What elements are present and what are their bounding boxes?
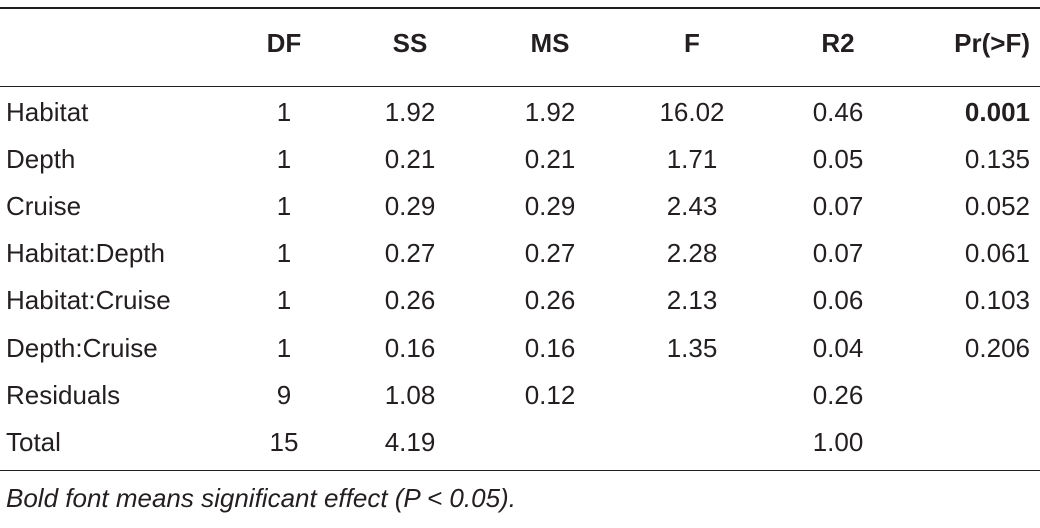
cell-df: 15	[269, 427, 299, 457]
cell-r2: 0.46	[812, 97, 864, 127]
table-row: Depth:Cruise 1 0.16 0.16 1.35 0.04 0.206	[0, 325, 1040, 372]
cell-ss: 4.19	[384, 427, 436, 457]
cell-pr-f	[900, 419, 1030, 466]
cell-df: 1	[276, 333, 292, 363]
row-label: Habitat:Depth	[6, 238, 165, 268]
cell-r2: 0.06	[812, 285, 864, 315]
cell-ss: 0.26	[384, 285, 436, 315]
cell-f: 2.28	[666, 238, 718, 268]
row-label: Residuals	[6, 380, 121, 410]
table-row: Residuals 9 1.08 0.12 0.26	[0, 372, 1040, 419]
header-df: DF	[266, 28, 302, 58]
row-label: Depth	[6, 144, 76, 174]
cell-df: 1	[276, 285, 292, 315]
table-header-row: DF SS MS F R2 Pr(>F)	[0, 20, 1040, 67]
row-label: Habitat	[6, 97, 89, 127]
table-row: Habitat 1 1.92 1.92 16.02 0.46 0.001	[0, 89, 1040, 136]
cell-pr-f	[900, 372, 1030, 419]
row-label: Cruise	[6, 191, 82, 221]
bottom-rule	[0, 470, 1040, 471]
cell-r2: 1.00	[812, 427, 864, 457]
cell-ms: 0.27	[524, 238, 576, 268]
row-label: Total	[6, 427, 61, 457]
header-pr-f: Pr(>F)	[954, 28, 1030, 58]
cell-f: 2.43	[666, 191, 718, 221]
cell-r2: 0.26	[812, 380, 864, 410]
table-row: Total 15 4.19 1.00	[0, 419, 1040, 466]
cell-ms: 0.12	[524, 380, 576, 410]
table-row: Depth 1 0.21 0.21 1.71 0.05 0.135	[0, 136, 1040, 183]
cell-f: 1.71	[666, 144, 718, 174]
cell-ss: 0.27	[384, 238, 436, 268]
cell-df: 1	[276, 144, 292, 174]
cell-pr-f: 0.052	[964, 191, 1030, 221]
cell-r2: 0.04	[812, 333, 864, 363]
table-row: Habitat:Cruise 1 0.26 0.26 2.13 0.06 0.1…	[0, 277, 1040, 324]
cell-df: 9	[276, 380, 292, 410]
header-r2: R2	[821, 28, 855, 58]
cell-r2: 0.07	[812, 238, 864, 268]
table-row: Habitat:Depth 1 0.27 0.27 2.28 0.07 0.06…	[0, 230, 1040, 277]
cell-pr-f: 0.135	[964, 144, 1030, 174]
header-ss: SS	[392, 28, 428, 58]
cell-ss: 1.08	[384, 380, 436, 410]
cell-df: 1	[276, 97, 292, 127]
cell-r2: 0.07	[812, 191, 864, 221]
header-ms: MS	[530, 28, 570, 58]
cell-ss: 1.92	[384, 97, 436, 127]
cell-f	[652, 419, 732, 466]
cell-df: 1	[276, 191, 292, 221]
top-rule	[0, 7, 1040, 9]
cell-r2: 0.05	[812, 144, 864, 174]
cell-ss: 0.21	[384, 144, 436, 174]
header-f: F	[684, 28, 700, 58]
cell-ms: 0.16	[524, 333, 576, 363]
cell-f: 2.13	[666, 285, 718, 315]
cell-ms: 0.29	[524, 191, 576, 221]
cell-f: 1.35	[666, 333, 718, 363]
cell-pr-f: 0.061	[964, 238, 1030, 268]
cell-f: 16.02	[659, 97, 725, 127]
cell-df: 1	[276, 238, 292, 268]
cell-f	[652, 372, 732, 419]
cell-ms: 1.92	[524, 97, 576, 127]
cell-pr-f: 0.206	[964, 333, 1030, 363]
cell-ms: 0.26	[524, 285, 576, 315]
cell-ms: 0.21	[524, 144, 576, 174]
cell-pr-f-significant: 0.001	[964, 97, 1030, 127]
table-row: Cruise 1 0.29 0.29 2.43 0.07 0.052	[0, 183, 1040, 230]
cell-ss: 0.16	[384, 333, 436, 363]
table-footnote: Bold font means significant effect (P < …	[6, 483, 516, 513]
cell-ss: 0.29	[384, 191, 436, 221]
cell-ms	[510, 419, 590, 466]
cell-pr-f: 0.103	[964, 285, 1030, 315]
row-label: Depth:Cruise	[6, 333, 158, 363]
row-label: Habitat:Cruise	[6, 285, 171, 315]
header-rule	[0, 86, 1040, 87]
